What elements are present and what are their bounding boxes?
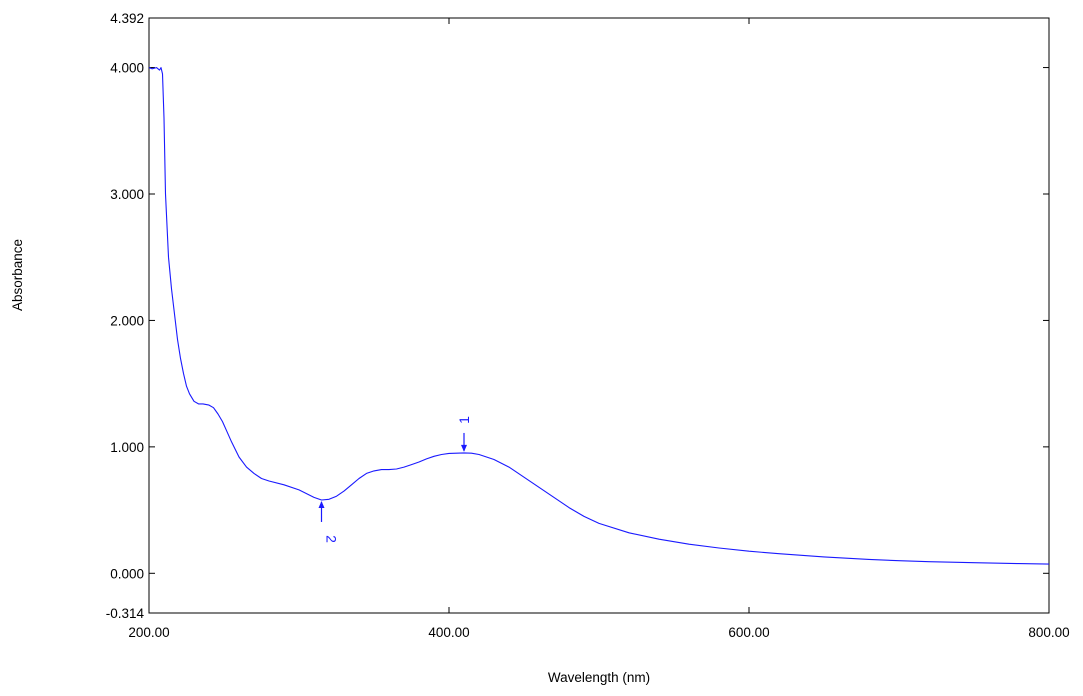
x-tick-label: 600.00 [728, 625, 769, 640]
x-tick-label: 200.00 [128, 625, 169, 640]
y-tick-label: 1.000 [110, 440, 144, 455]
y-tick-label: 4.392 [110, 11, 144, 26]
y-tick-label: 0.000 [110, 566, 144, 581]
x-tick-label: 800.00 [1028, 625, 1069, 640]
y-tick-label: -0.314 [106, 606, 145, 621]
plot-frame [148, 17, 1050, 614]
valley-marker-arrow [318, 500, 325, 508]
plot-layer: 4.392 4.000 3.000 2.000 1.000 0.000 -0.314 200.… [106, 11, 1070, 640]
y-tick-label: 3.000 [110, 187, 144, 202]
y-axis-title: Absorbance [10, 239, 25, 311]
x-axis-title: Wavelength (nm) [548, 670, 650, 685]
valley-marker-label: 2 [324, 535, 340, 543]
spectrum-line [148, 67, 1050, 565]
y-tick-label: 2.000 [110, 313, 144, 328]
peak-marker-arrow [461, 444, 467, 452]
y-tick-label: 4.000 [110, 61, 144, 76]
peak-marker-label: 1 [456, 416, 472, 424]
x-tick-label: 400.00 [428, 625, 469, 640]
